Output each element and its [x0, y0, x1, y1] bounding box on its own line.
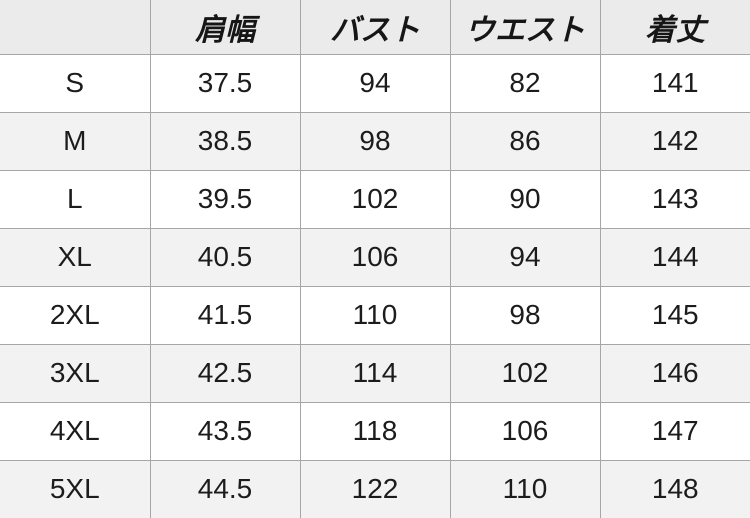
size-label: S [0, 53, 151, 113]
length-value: 144 [599, 227, 750, 287]
size-label: M [0, 111, 151, 171]
shoulder-value: 44.5 [149, 459, 301, 518]
shoulder-value: 40.5 [149, 227, 301, 287]
table-row: 4XL 43.5 118 106 147 [0, 401, 750, 461]
waist-value: 90 [449, 169, 601, 229]
bust-value: 122 [299, 459, 451, 518]
bust-value: 98 [299, 111, 451, 171]
bust-value: 118 [299, 401, 451, 461]
waist-value: 102 [449, 343, 601, 403]
shoulder-value: 43.5 [149, 401, 301, 461]
size-label: 3XL [0, 343, 151, 403]
length-value: 147 [599, 401, 750, 461]
header-row: 肩幅 バスト ウエスト 着丈 [0, 0, 750, 55]
bust-value: 106 [299, 227, 451, 287]
bust-value: 102 [299, 169, 451, 229]
table-row: 5XL 44.5 122 110 148 [0, 459, 750, 518]
column-header-shoulder-width: 肩幅 [149, 0, 301, 55]
table-row: XL 40.5 106 94 144 [0, 227, 750, 287]
shoulder-value: 42.5 [149, 343, 301, 403]
waist-value: 82 [449, 53, 601, 113]
size-label: L [0, 169, 151, 229]
waist-value: 94 [449, 227, 601, 287]
table-row: 3XL 42.5 114 102 146 [0, 343, 750, 403]
waist-value: 110 [449, 459, 601, 518]
shoulder-value: 41.5 [149, 285, 301, 345]
length-value: 143 [599, 169, 750, 229]
size-label: 5XL [0, 459, 151, 518]
bust-value: 110 [299, 285, 451, 345]
column-header-length: 着丈 [599, 0, 750, 55]
size-label: 4XL [0, 401, 151, 461]
column-header-waist: ウエスト [449, 0, 601, 55]
shoulder-value: 37.5 [149, 53, 301, 113]
waist-value: 106 [449, 401, 601, 461]
size-label: XL [0, 227, 151, 287]
waist-value: 98 [449, 285, 601, 345]
bust-value: 94 [299, 53, 451, 113]
length-value: 148 [599, 459, 750, 518]
column-header-bust: バスト [299, 0, 451, 55]
shoulder-value: 38.5 [149, 111, 301, 171]
table-row: M 38.5 98 86 142 [0, 111, 750, 171]
length-value: 142 [599, 111, 750, 171]
table-row: L 39.5 102 90 143 [0, 169, 750, 229]
corner-empty-cell [0, 0, 151, 55]
table-row: 2XL 41.5 110 98 145 [0, 285, 750, 345]
size-label: 2XL [0, 285, 151, 345]
length-value: 141 [599, 53, 750, 113]
length-value: 146 [599, 343, 750, 403]
length-value: 145 [599, 285, 750, 345]
table-row: S 37.5 94 82 141 [0, 53, 750, 113]
waist-value: 86 [449, 111, 601, 171]
shoulder-value: 39.5 [149, 169, 301, 229]
bust-value: 114 [299, 343, 451, 403]
